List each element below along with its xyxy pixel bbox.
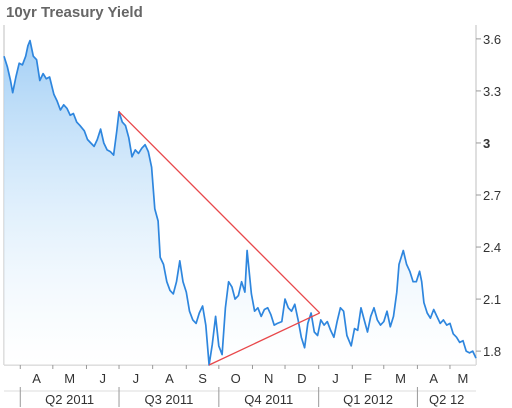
y-tick-label: 3.6 xyxy=(483,32,501,47)
y-tick-label: 1.8 xyxy=(483,344,501,359)
x-month-label: N xyxy=(264,371,273,386)
x-month-label: D xyxy=(297,371,306,386)
trendline-2 xyxy=(208,312,321,366)
x-axis-quarter-bands: Q2 2011 Q3 2011 Q4 2011 Q1 2012 Q2 12 xyxy=(4,387,476,407)
x-quarter-label: Q2 12 xyxy=(429,392,464,407)
x-month-label: M xyxy=(395,371,406,386)
x-month-label: M xyxy=(458,371,469,386)
y-tick-label: 2.7 xyxy=(483,188,501,203)
y-tick-label: 3.3 xyxy=(483,84,501,99)
series-line-10yr-yield xyxy=(3,39,477,366)
chart-title: 10yr Treasury Yield xyxy=(6,4,143,21)
x-month-label: J xyxy=(133,371,140,386)
series-area-fill xyxy=(4,40,476,365)
x-month-label: F xyxy=(364,371,372,386)
x-month-label: O xyxy=(231,371,241,386)
y-tick-label: 2.1 xyxy=(483,292,501,307)
x-quarter-label: Q3 2011 xyxy=(144,392,193,407)
x-month-label: S xyxy=(198,371,207,386)
x-month-label: A xyxy=(429,371,438,386)
trendline-1 xyxy=(118,111,321,314)
y-tick-label: 3 xyxy=(483,136,490,151)
y-tick-label: 2.4 xyxy=(483,240,501,255)
x-quarter-label: Q4 2011 xyxy=(244,392,293,407)
x-month-label: J xyxy=(99,371,106,386)
x-month-label: A xyxy=(165,371,174,386)
x-quarter-label: Q1 2012 xyxy=(343,392,393,407)
x-month-label: A xyxy=(32,371,41,386)
trendlines xyxy=(118,111,321,366)
x-month-label: J xyxy=(332,371,339,386)
y-axis-ticks: 3.6 3.3 3 2.7 2.4 2.1 1.8 xyxy=(476,32,501,359)
x-quarter-label: Q2 2011 xyxy=(45,392,94,407)
x-month-label: M xyxy=(64,371,75,386)
